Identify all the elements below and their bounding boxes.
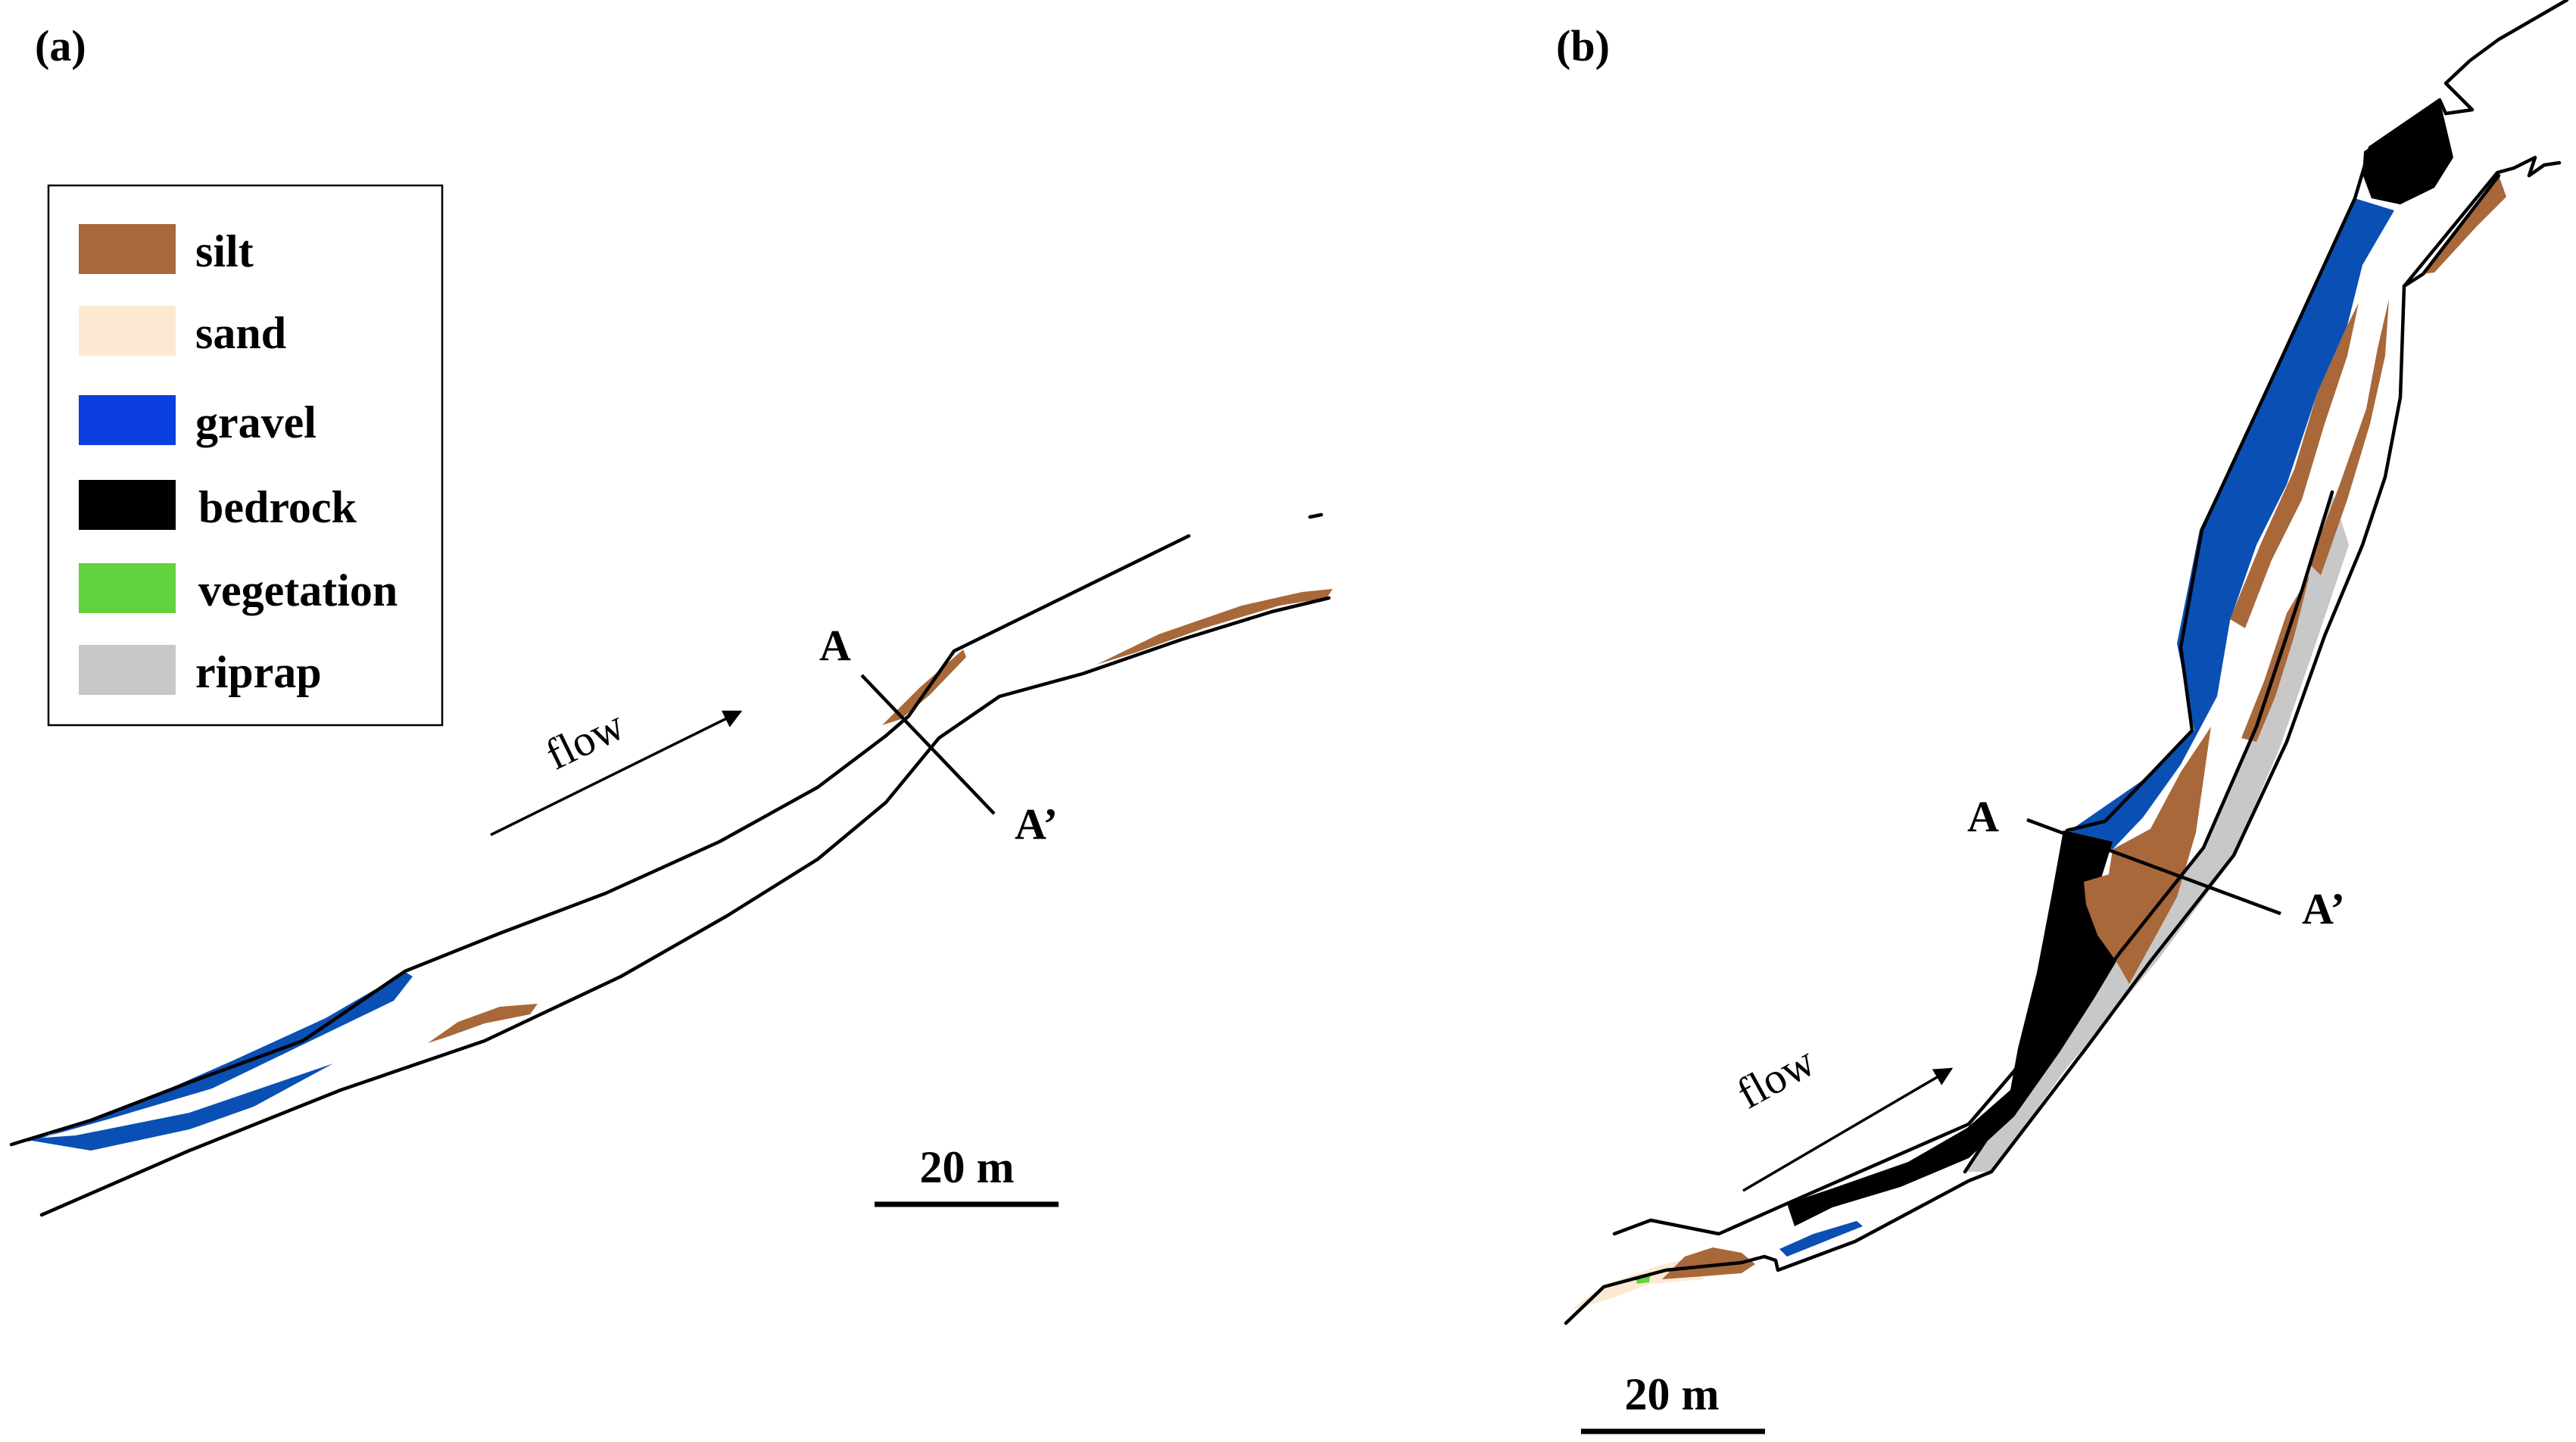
legend-swatch-riprap xyxy=(79,645,176,695)
panel-b: (b) flow A A’ 20 m xyxy=(1556,0,2569,1434)
legend-box xyxy=(47,184,444,727)
legend-swatch-gravel xyxy=(79,395,176,445)
gravel-deposit-b-lower xyxy=(1779,1221,1863,1257)
legend-label-vegetation: vegetation xyxy=(198,565,398,615)
cross-section-line-a xyxy=(860,674,996,815)
legend-label-riprap: riprap xyxy=(195,647,322,697)
legend-label-gravel: gravel xyxy=(195,397,317,447)
panel-b-label: (b) xyxy=(1556,21,1610,70)
silt-deposit-b-main xyxy=(2084,727,2211,984)
bank-inner-upper-b xyxy=(2402,173,2501,288)
cross-section-line-b xyxy=(2026,818,2281,916)
legend-item-bedrock: bedrock xyxy=(79,480,357,532)
panel-a: (a) silt sand gravel bedrock veget xyxy=(9,21,1333,1217)
section-end-b: A’ xyxy=(2302,884,2345,933)
legend-swatch-bedrock xyxy=(79,480,176,530)
silt-deposit-b-center-1 xyxy=(2230,303,2359,628)
bank-north-b xyxy=(1612,0,2569,1236)
bedrock-deposit-b-main xyxy=(1787,830,2116,1226)
legend-item-sand: sand xyxy=(79,306,286,358)
legend-label-sand: sand xyxy=(195,308,286,358)
legend: silt sand gravel bedrock vegetation ripr… xyxy=(47,184,444,727)
silt-deposit-b-east xyxy=(2309,299,2389,575)
silt-deposit-a-2 xyxy=(882,649,966,725)
scale-label-a: 20 m xyxy=(920,1142,1015,1192)
bank-inner-b xyxy=(1963,490,2334,1174)
flow-label-b: flow xyxy=(1729,1036,1823,1118)
legend-label-bedrock: bedrock xyxy=(198,482,357,532)
bank-south-a xyxy=(39,596,1331,1217)
legend-swatch-vegetation xyxy=(79,563,176,613)
section-start-b: A xyxy=(1967,792,1999,841)
silt-deposit-a-1 xyxy=(428,1004,538,1043)
gravel-deposit-a-lower xyxy=(23,1064,333,1151)
bedrock-deposit-b-upper xyxy=(2362,100,2453,204)
flow-arrow-a xyxy=(490,710,743,836)
silt-deposit-a-3 xyxy=(1096,589,1333,665)
gravel-deposit-b-upper xyxy=(2070,198,2394,849)
silt-deposit-b-downstream xyxy=(1662,1247,1755,1279)
legend-swatch-silt xyxy=(79,224,176,274)
flow-arrow-b xyxy=(1742,1067,1954,1192)
section-end-a: A’ xyxy=(1015,799,1058,849)
section-start-a: A xyxy=(819,621,851,670)
legend-item-silt: silt xyxy=(79,224,254,276)
bank-south-b xyxy=(1564,155,2562,1325)
bank-north-a xyxy=(9,534,1191,1147)
legend-item-riprap: riprap xyxy=(79,645,322,697)
legend-item-vegetation: vegetation xyxy=(79,563,398,615)
scale-label-b: 20 m xyxy=(1625,1369,1720,1419)
panel-a-label: (a) xyxy=(35,21,86,70)
bank-stub-a xyxy=(1308,512,1324,519)
flow-label-a: flow xyxy=(538,700,632,780)
legend-swatch-sand xyxy=(79,306,176,356)
legend-item-gravel: gravel xyxy=(79,395,317,447)
legend-label-silt: silt xyxy=(195,226,254,276)
